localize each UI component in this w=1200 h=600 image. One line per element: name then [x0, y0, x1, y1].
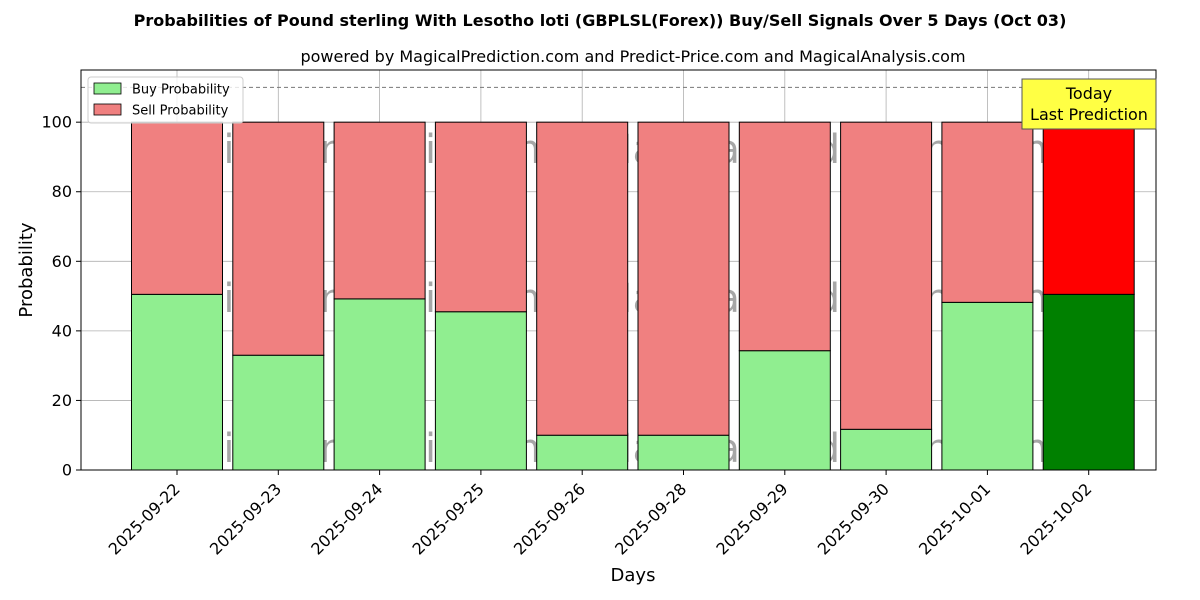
sell-bar — [941, 121, 1034, 303]
x-axis-ticks: 2025-09-22 2025-09-23 2025-09-24 2025-09-25… — [105, 470, 1096, 559]
today-annotation: Today Last Prediction — [1021, 78, 1157, 130]
y-tick-label: 80 — [52, 182, 72, 201]
legend-label-buy: Buy Probability — [132, 83, 230, 98]
x-axis-label: Days — [611, 565, 656, 586]
y-tick-label: 40 — [52, 321, 72, 340]
y-tick-label: 60 — [52, 252, 72, 271]
x-tick-label: 2025-09-26 — [510, 479, 589, 558]
buy-bar — [232, 354, 325, 471]
sell-bar — [840, 121, 933, 430]
y-tick-label: 20 — [52, 391, 72, 410]
bars — [131, 121, 1135, 471]
x-tick-label: 2025-09-30 — [814, 479, 893, 558]
legend-swatch-buy — [93, 82, 122, 95]
sell-bar — [131, 121, 223, 295]
x-tick-label: 2025-10-01 — [915, 479, 994, 558]
legend-label-sell: Sell Probability — [132, 104, 229, 119]
plot-frame — [80, 69, 1157, 471]
chart-title: Probabilities of Pound sterling With Les… — [134, 11, 1067, 30]
buy-bar — [1042, 293, 1135, 471]
x-tick-label: 2025-10-02 — [1016, 479, 1095, 558]
buy-bar — [131, 293, 223, 471]
y-axis-ticks: 0 20 40 60 80 100 — [41, 113, 81, 480]
y-axis-label: Probability — [16, 222, 37, 317]
legend-box — [87, 76, 244, 124]
x-tick-label: 2025-09-29 — [712, 479, 791, 558]
sell-bar — [738, 121, 831, 352]
sell-bar — [536, 121, 629, 436]
legend: Buy Probability Sell Probability — [87, 76, 244, 124]
annotation-line1: Today — [1065, 84, 1112, 103]
x-tick-label: 2025-09-22 — [105, 479, 184, 558]
annotation-line2: Last Prediction — [1030, 105, 1148, 124]
x-tick-label: 2025-09-28 — [611, 479, 690, 558]
buy-bar — [840, 428, 933, 471]
legend-swatch-sell — [93, 103, 122, 116]
buy-bar — [738, 350, 831, 471]
chart-subtitle: powered by MagicalPrediction.com and Pre… — [300, 47, 965, 66]
x-tick-label: 2025-09-25 — [409, 479, 488, 558]
y-tick-label: 100 — [41, 113, 72, 132]
annotation-box — [1021, 78, 1157, 130]
sell-bar — [232, 121, 325, 356]
buy-bar — [637, 434, 730, 471]
buy-bar — [536, 434, 629, 471]
buy-bar — [333, 298, 426, 471]
sell-bar — [1042, 121, 1135, 295]
sell-bar — [434, 121, 527, 313]
buy-bar — [434, 311, 527, 471]
y-tick-label: 0 — [62, 461, 72, 480]
x-tick-label: 2025-09-24 — [307, 479, 386, 558]
x-tick-label: 2025-09-23 — [206, 479, 285, 558]
buy-bar — [941, 301, 1034, 471]
sell-bar — [637, 121, 730, 436]
sell-bar — [333, 121, 426, 300]
